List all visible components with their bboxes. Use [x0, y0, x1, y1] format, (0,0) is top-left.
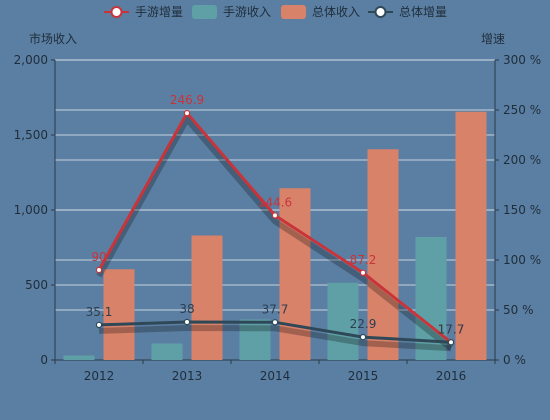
data-label: 246.9 — [170, 93, 204, 107]
x-tick-label: 2014 — [260, 369, 291, 383]
y-right-axis-title: 增速 — [481, 32, 505, 46]
y-right-tick-label: 300 % — [503, 53, 541, 67]
x-tick-label: 2013 — [172, 369, 203, 383]
data-label: 87.2 — [350, 253, 377, 267]
legend-swatch — [192, 5, 217, 19]
y-right-tick-label: 150 % — [503, 203, 541, 217]
line-shadow — [96, 116, 453, 351]
y-right-tick-label: 200 % — [503, 153, 541, 167]
legend-item: 手游增量 — [104, 5, 183, 19]
y-left-tick-label: 1,500 — [14, 128, 48, 142]
data-label: 17.7 — [438, 322, 465, 336]
line-point — [183, 318, 191, 326]
legend-item: 总体增量 — [368, 5, 447, 19]
data-label: 22.9 — [350, 317, 377, 331]
y-left-tick-label: 500 — [25, 278, 48, 292]
line-point — [95, 266, 103, 274]
line-point — [95, 321, 103, 329]
bar-total-revenue — [279, 188, 311, 360]
line-point — [359, 333, 367, 341]
legend-label: 手游收入 — [223, 5, 271, 19]
legend-label: 总体收入 — [312, 5, 360, 19]
data-label: 90 — [91, 250, 106, 264]
line-point — [447, 339, 455, 346]
y-right-tick-label: 250 % — [503, 103, 541, 117]
data-label: 17.7 — [438, 322, 465, 336]
line-series — [95, 318, 455, 352]
legend-label: 总体增量 — [399, 5, 447, 19]
legend-marker — [110, 6, 123, 18]
y-left-axis-title: 市场收入 — [29, 31, 77, 46]
y-right-tick-label: 0 % — [503, 353, 526, 367]
data-label: 144.6 — [258, 195, 292, 209]
line-shadow — [98, 325, 452, 352]
line-point — [359, 269, 367, 276]
y-left-tick-label: 2,000 — [14, 53, 48, 67]
bar-total-revenue — [455, 111, 487, 360]
x-tick-label: 2016 — [436, 369, 467, 383]
data-label: 35.1 — [86, 305, 113, 319]
legend-marker — [374, 6, 387, 18]
line-point — [183, 109, 191, 117]
bar-mobile-game-revenue — [63, 355, 95, 360]
legend-label: 手游增量 — [135, 5, 183, 19]
line-point — [271, 319, 279, 326]
bar-mobile-game-revenue — [239, 319, 271, 360]
x-tick-label: 2015 — [348, 369, 379, 383]
x-tick-label: 2012 — [84, 369, 115, 383]
data-label: 38 — [179, 302, 194, 316]
bar-total-revenue — [191, 235, 223, 360]
bar-mobile-game-revenue — [327, 282, 359, 360]
line-point — [271, 212, 279, 219]
bars — [63, 111, 487, 360]
data-label: 37.7 — [262, 302, 289, 316]
bar-mobile-game-revenue — [151, 343, 183, 360]
legend: 手游增量 手游收入 总体收入 总体增量 — [104, 5, 447, 19]
legend-item: 手游收入 — [192, 5, 271, 19]
y-left-tick-label: 0 — [40, 353, 48, 367]
y-right-tick-label: 100 % — [503, 253, 541, 267]
legend-item: 总体收入 — [281, 5, 360, 19]
bar-total-revenue — [367, 149, 399, 360]
bar-total-revenue — [103, 269, 135, 360]
y-right-tick-label: 50 % — [503, 303, 534, 317]
y-left-tick-label: 1,000 — [14, 203, 48, 217]
legend-swatch — [281, 5, 306, 19]
